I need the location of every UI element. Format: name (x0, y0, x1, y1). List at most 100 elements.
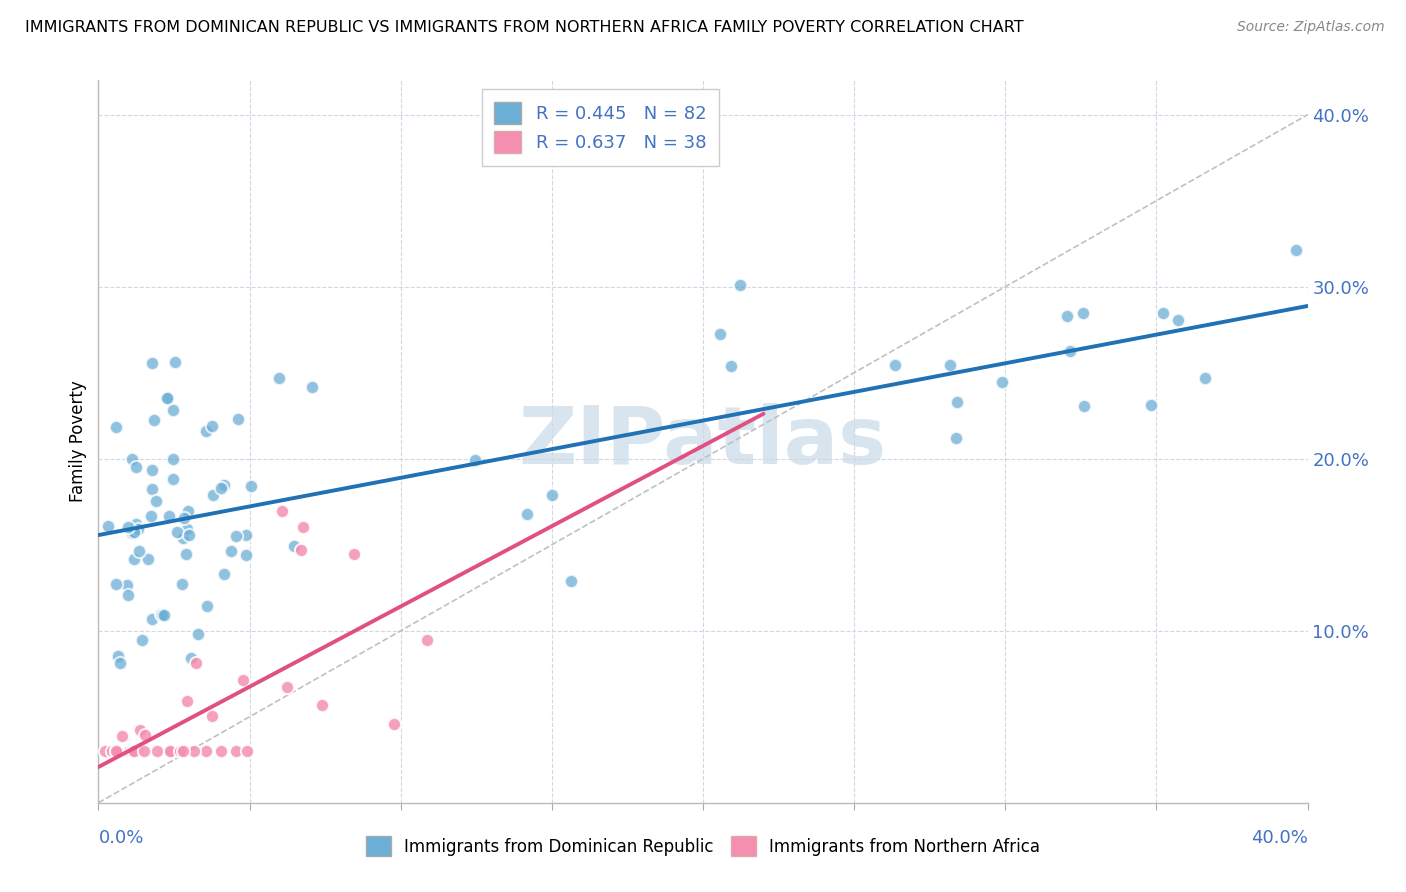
Point (118, 744, 141, 758)
Point (1167, 313, 1189, 327)
Text: 0.0%: 0.0% (98, 829, 143, 847)
Point (184, 656, 207, 670)
Point (267, 370, 290, 384)
Point (720, 359, 742, 374)
Point (228, 412, 250, 426)
Point (946, 395, 969, 409)
Point (169, 744, 191, 758)
Point (165, 355, 187, 369)
Point (149, 607, 172, 621)
Point (235, 548, 257, 562)
Point (122, 744, 145, 758)
Point (122, 744, 145, 758)
Point (235, 528, 257, 542)
Point (150, 607, 173, 622)
Point (1056, 309, 1078, 323)
Point (162, 402, 184, 417)
Point (219, 544, 242, 558)
Point (170, 576, 193, 591)
Point (125, 517, 148, 532)
Point (195, 744, 218, 758)
Point (156, 391, 179, 405)
Point (1152, 306, 1174, 320)
Point (107, 744, 129, 758)
Point (122, 552, 145, 566)
Point (143, 412, 166, 426)
Point (187, 627, 209, 641)
Point (129, 723, 152, 738)
Point (541, 488, 564, 502)
Point (94, 744, 117, 758)
Point (108, 656, 131, 670)
Point (201, 419, 224, 434)
Point (1073, 399, 1095, 413)
Point (384, 716, 406, 731)
Point (115, 577, 138, 591)
Point (516, 508, 538, 522)
Point (239, 479, 262, 493)
Point (146, 744, 169, 758)
Point (141, 356, 163, 370)
Point (111, 729, 134, 743)
Point (212, 567, 235, 582)
Point (157, 508, 180, 523)
Point (209, 481, 232, 495)
Point (145, 493, 167, 508)
Point (1071, 306, 1094, 320)
Point (141, 483, 163, 497)
Point (107, 648, 129, 663)
Point (212, 478, 235, 492)
Text: IMMIGRANTS FROM DOMINICAN REPUBLIC VS IMMIGRANTS FROM NORTHERN AFRICA FAMILY POV: IMMIGRANTS FROM DOMINICAN REPUBLIC VS IM… (25, 20, 1024, 35)
Point (292, 520, 315, 534)
Point (176, 694, 198, 708)
Point (97, 519, 120, 533)
Point (127, 522, 149, 536)
Text: ZIPatlas: ZIPatlas (519, 402, 887, 481)
Point (176, 522, 198, 536)
Point (883, 358, 905, 372)
Point (195, 424, 218, 438)
Point (156, 391, 179, 405)
Text: 40.0%: 40.0% (1251, 829, 1308, 847)
Point (159, 744, 181, 758)
Point (105, 744, 128, 758)
Point (173, 510, 195, 524)
Point (232, 673, 254, 688)
Point (166, 524, 188, 539)
Point (121, 451, 143, 466)
Point (201, 488, 224, 502)
Point (177, 504, 200, 518)
Point (945, 431, 967, 445)
Point (1194, 371, 1216, 385)
Point (236, 744, 259, 758)
Point (121, 526, 143, 541)
Point (276, 680, 298, 694)
Point (709, 326, 731, 341)
Point (290, 543, 312, 558)
Point (172, 744, 194, 758)
Point (125, 460, 148, 475)
Point (301, 380, 323, 394)
Point (560, 574, 582, 588)
Point (225, 529, 247, 543)
Point (134, 744, 156, 758)
Text: Source: ZipAtlas.com: Source: ZipAtlas.com (1237, 20, 1385, 34)
Point (153, 607, 176, 622)
Point (201, 709, 224, 723)
Point (728, 278, 751, 293)
Point (162, 472, 184, 486)
Point (104, 744, 127, 758)
Point (141, 463, 163, 477)
Point (131, 632, 153, 647)
Point (128, 544, 150, 558)
Point (136, 551, 159, 566)
Point (271, 504, 294, 518)
Point (122, 524, 145, 539)
Point (1059, 343, 1081, 358)
Point (141, 611, 163, 625)
Point (180, 651, 202, 665)
Point (141, 509, 163, 524)
Point (416, 633, 439, 648)
Point (117, 520, 139, 534)
Point (179, 528, 201, 542)
